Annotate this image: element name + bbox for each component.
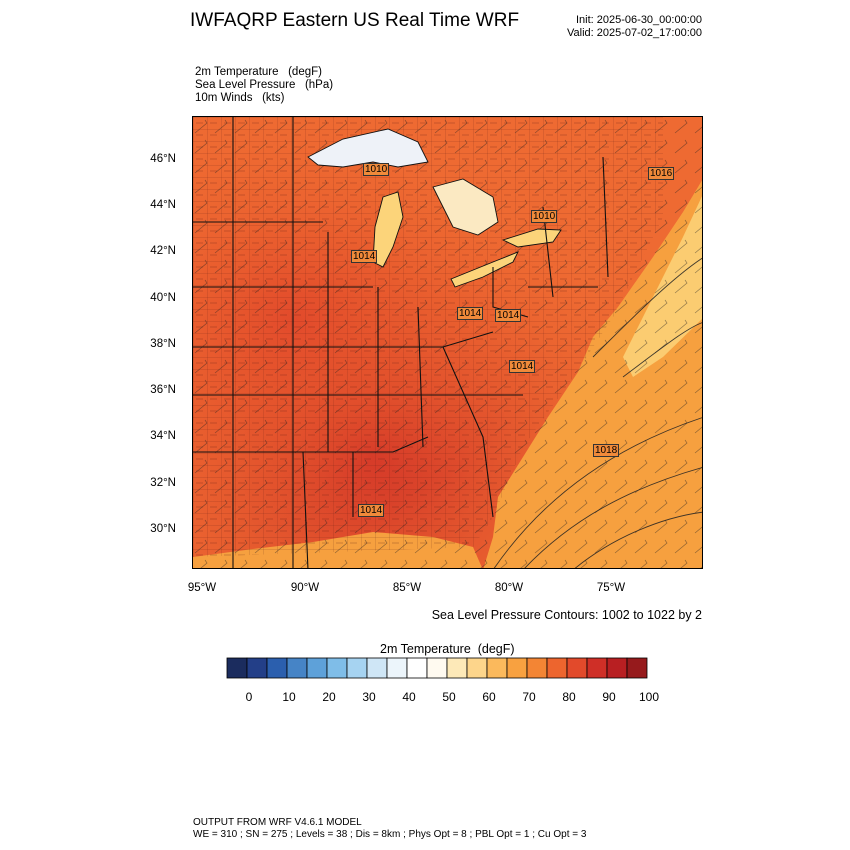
- colorbar-tick-label: 100: [638, 690, 660, 704]
- colorbar-swatch: [506, 657, 528, 679]
- lon-label: 90°W: [290, 582, 320, 594]
- lat-label: 44°N: [150, 199, 176, 211]
- colorbar-swatch: [546, 657, 568, 679]
- lon-label: 80°W: [494, 582, 524, 594]
- lake-huron: [432, 178, 499, 236]
- colorbar-tick-label: 60: [482, 690, 496, 704]
- field-label-winds: 10m Winds (kts): [195, 92, 285, 104]
- temperature-map: [193, 117, 702, 568]
- pressure-label: 1016: [648, 167, 675, 180]
- valid-time: Valid: 2025-07-02_17:00:00: [567, 27, 702, 39]
- colorbar-swatch: [326, 657, 348, 679]
- colorbar-tick-label: 30: [362, 690, 376, 704]
- plot-title: IWFAQRP Eastern US Real Time WRF: [190, 10, 520, 31]
- pressure-label: 1014: [457, 307, 484, 320]
- lon-label: 95°W: [187, 582, 217, 594]
- colorbar-swatch: [606, 657, 628, 679]
- colorbar-swatch: [346, 657, 368, 679]
- lon-label: 75°W: [596, 582, 626, 594]
- colorbar-swatch: [306, 657, 328, 679]
- model-info: OUTPUT FROM WRF V4.6.1 MODEL: [193, 817, 362, 828]
- lat-label: 34°N: [150, 430, 176, 442]
- lat-label: 42°N: [150, 245, 176, 257]
- colorbar-swatch: [586, 657, 608, 679]
- colorbar-title: 2m Temperature (degF): [380, 642, 515, 656]
- lat-label: 36°N: [150, 384, 176, 396]
- state-borders: [193, 117, 609, 568]
- lake-erie: [450, 251, 519, 288]
- init-time: Init: 2025-06-30_00:00:00: [576, 14, 702, 26]
- lat-label: 38°N: [150, 338, 176, 350]
- colorbar-swatch: [286, 657, 308, 679]
- lat-label: 46°N: [150, 153, 176, 165]
- field-label-temperature: 2m Temperature (degF): [195, 66, 322, 78]
- colorbar-swatch: [566, 657, 588, 679]
- model-config: WE = 310 ; SN = 275 ; Levels = 38 ; Dis …: [193, 829, 587, 840]
- pressure-label: 1018: [593, 444, 620, 457]
- colorbar-tick-label: 10: [282, 690, 296, 704]
- lat-label: 40°N: [150, 292, 176, 304]
- colorbar: [226, 657, 648, 679]
- pressure-label: 1014: [358, 504, 385, 517]
- colorbar-tick-label: 70: [522, 690, 536, 704]
- colorbar-swatch: [366, 657, 388, 679]
- colorbar-swatch: [426, 657, 448, 679]
- colorbar-tick-label: 0: [245, 690, 253, 704]
- map-panel: 1010 1016 1010 1014 1014 1014 1014 1018 …: [192, 116, 703, 569]
- pressure-label: 1014: [351, 250, 378, 263]
- pressure-label: 1010: [531, 210, 558, 223]
- colorbar-swatch: [246, 657, 268, 679]
- colorbar-swatch: [226, 657, 248, 679]
- lake-michigan: [372, 191, 404, 268]
- colorbar-swatch: [486, 657, 508, 679]
- pressure-label: 1010: [363, 163, 390, 176]
- lon-label: 85°W: [392, 582, 422, 594]
- slp-contour-note: Sea Level Pressure Contours: 1002 to 102…: [431, 608, 702, 622]
- colorbar-swatch: [526, 657, 548, 679]
- colorbar-tick-label: 20: [322, 690, 336, 704]
- lat-label: 32°N: [150, 477, 176, 489]
- colorbar-swatch: [446, 657, 468, 679]
- colorbar-swatch: [466, 657, 488, 679]
- colorbar-tick-label: 50: [442, 690, 456, 704]
- pressure-label: 1014: [509, 360, 536, 373]
- pressure-label: 1014: [495, 309, 522, 322]
- colorbar-swatch: [626, 657, 648, 679]
- colorbar-tick-label: 80: [562, 690, 576, 704]
- lat-label: 30°N: [150, 523, 176, 535]
- colorbar-swatch: [406, 657, 428, 679]
- colorbar-tick-label: 90: [602, 690, 616, 704]
- isobars: [493, 257, 702, 568]
- colorbar-tick-label: 40: [402, 690, 416, 704]
- colorbar-swatch: [386, 657, 408, 679]
- lake-superior: [307, 128, 429, 168]
- colorbar-swatch: [266, 657, 288, 679]
- field-label-pressure: Sea Level Pressure (hPa): [195, 79, 334, 91]
